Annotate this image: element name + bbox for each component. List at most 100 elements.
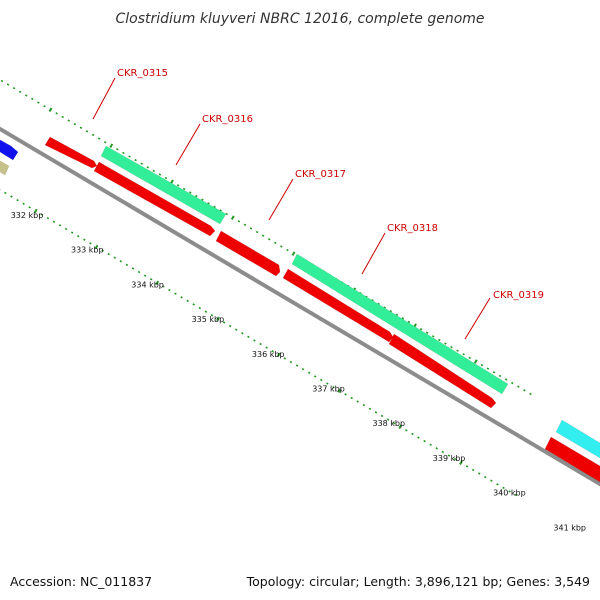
cds-right-edge[interactable] [544, 436, 600, 485]
scale-dot [320, 378, 323, 382]
scale-dot [249, 227, 253, 230]
scale-dot [31, 97, 34, 101]
gene-callout: CKR_0316 [175, 114, 253, 166]
scale-dot [28, 206, 31, 209]
gene-label-ckr-0318[interactable]: CKR_0318 [387, 223, 438, 234]
scale-dot [444, 342, 447, 345]
scale-major-tick [291, 251, 296, 256]
scale-dot [492, 371, 496, 374]
scale-dot [164, 176, 168, 180]
scale-major-tick [33, 208, 38, 214]
scale-dot [204, 310, 208, 313]
scale-dot [12, 86, 16, 90]
cds-ckr-0317[interactable] [215, 230, 281, 277]
scale-dot [447, 454, 451, 457]
gene-label-ckr-0315[interactable]: CKR_0315 [117, 68, 168, 79]
scale-dot [149, 278, 153, 281]
scale-dot [58, 224, 62, 227]
scale-dot [43, 104, 46, 108]
scale-dot [228, 324, 232, 328]
scale-major-tick [216, 316, 220, 322]
gene-label-ckr-0317[interactable]: CKR_0317 [295, 169, 346, 180]
scale-dot [289, 360, 293, 364]
scale-dot [401, 317, 405, 320]
scale-dot [101, 249, 104, 252]
gene-callout: CKR_0318 [361, 223, 438, 275]
scale-dot [419, 327, 423, 331]
scale-dot [255, 230, 259, 234]
scale-dot [143, 274, 147, 277]
scale-dot [350, 396, 353, 400]
tick-label-338: 338 kbp [372, 419, 405, 428]
cds-ckr-0319[interactable] [388, 333, 497, 409]
scale-dot [417, 436, 420, 439]
scale-dot [37, 101, 40, 104]
scale-dot [225, 212, 228, 216]
scale-dot [490, 479, 493, 482]
scale-dot [182, 187, 186, 191]
feature-green-ckr-0316[interactable] [100, 145, 227, 225]
cds-ckr-0318[interactable] [282, 268, 394, 343]
scale-dot [152, 169, 156, 173]
scale-dot [480, 363, 484, 367]
scale-dot [368, 407, 372, 410]
gene-label-ckr-0316[interactable]: CKR_0316 [202, 114, 253, 125]
feature-cyan[interactable] [555, 419, 600, 461]
scale-dot [89, 242, 92, 245]
gene-callout: CKR_0319 [464, 290, 544, 340]
scale-dot [222, 321, 226, 324]
scale-dot [198, 306, 202, 310]
scale-dot [484, 475, 487, 479]
scale-dot [195, 194, 198, 198]
scale-dot [280, 245, 283, 248]
scale-dot [261, 234, 265, 237]
gene-label-ckr-0319[interactable]: CKR_0319 [493, 290, 544, 301]
outer-scale-dots [0, 79, 532, 396]
tick-label-332: 332 kbp [11, 211, 44, 220]
scale-dot [77, 234, 80, 238]
scale-dot [295, 364, 299, 367]
cds-ckr-0315[interactable] [44, 136, 98, 169]
scale-major-tick [459, 460, 463, 465]
scale-dot [18, 90, 22, 93]
scale-dot [10, 195, 13, 198]
scale-dot [405, 429, 408, 432]
scale-dot [477, 472, 481, 475]
scale-dot [498, 374, 502, 378]
tick-label-341: 341 kbp [553, 523, 586, 532]
scale-dot [122, 151, 125, 155]
scale-dot [131, 267, 135, 270]
tick-label-333: 333 kbp [71, 246, 104, 255]
scale-dot [67, 119, 71, 122]
gene-callout: CKR_0315 [92, 68, 168, 120]
scale-dot [79, 126, 83, 129]
scale-dot [116, 148, 119, 151]
feature-green-ckr-0318[interactable] [291, 253, 509, 395]
scale-dot [267, 238, 271, 241]
scale-dot [119, 260, 123, 263]
scale-dot [213, 205, 216, 209]
scale-dot [247, 335, 250, 339]
scale-dot [496, 483, 499, 486]
scale-dot [22, 202, 25, 205]
cds-ckr-0316[interactable] [93, 161, 216, 237]
scale-dot [510, 381, 514, 385]
scale-major-tick [473, 359, 478, 364]
scale-dot [392, 421, 396, 425]
genome-backbone [0, 126, 600, 487]
scale-dot [411, 432, 414, 436]
scale-major-tick [109, 143, 114, 148]
feature-olive[interactable] [0, 158, 10, 176]
scale-dot [97, 137, 101, 140]
feature-blue[interactable] [0, 137, 19, 161]
scale-dot [64, 227, 68, 231]
scale-dot [265, 346, 268, 349]
scale-dot [274, 241, 277, 245]
scale-dot [137, 270, 141, 274]
scale-major-tick [48, 107, 53, 113]
scale-dot [4, 191, 7, 195]
scale-dot [517, 385, 520, 388]
scale-dot [259, 342, 262, 346]
scale-dot [241, 332, 244, 335]
genome-summary-text: Topology: circular; Length: 3,896,121 bp… [246, 574, 590, 589]
